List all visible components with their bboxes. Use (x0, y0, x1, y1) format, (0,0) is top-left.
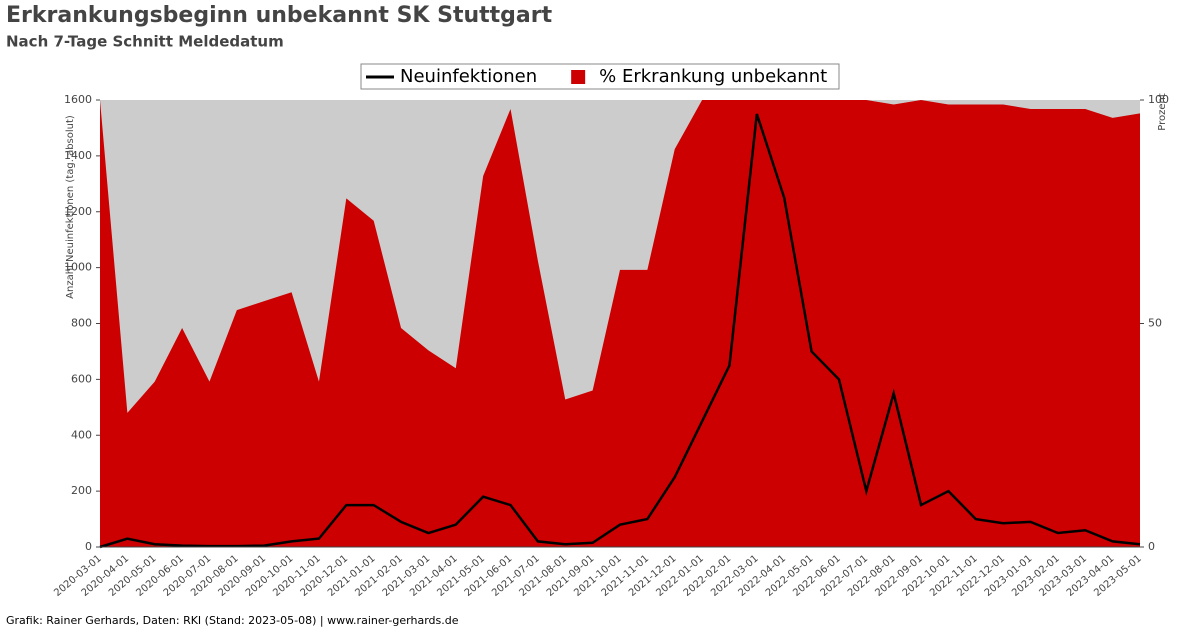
legend-label: Neuinfektionen (400, 66, 537, 87)
legend-label: % Erkrankung unbekannt (599, 66, 827, 87)
y2-tick-label: 0 (1148, 540, 1155, 553)
footer: Grafik: Rainer Gerhards, Daten: RKI (Sta… (6, 614, 459, 627)
line (99, 113, 1141, 549)
legend (360, 63, 840, 90)
y-tick-label: 600 (71, 372, 92, 385)
y2-axis-title: Prozent (1157, 93, 1168, 131)
legend-swatch (571, 70, 586, 84)
y-tick-label: 1400 (64, 149, 92, 162)
y-tick-label: 1200 (64, 205, 92, 218)
y-tick-label: 200 (71, 484, 92, 497)
y-tick-label: 1600 (64, 93, 92, 106)
chart-title: Erkrankungsbeginn unbekannt SK Stuttgart (6, 3, 553, 28)
area (100, 100, 1140, 547)
y-tick-label: 400 (71, 428, 92, 441)
y-tick-label: 0 (85, 540, 92, 553)
y2-tick-label: 100 (1148, 93, 1169, 106)
y-tick-label: 1000 (64, 261, 92, 274)
y-axis-title: Anzahl Neuinfektionen (tag. absolut) (65, 115, 76, 299)
y2-tick-label: 50 (1148, 317, 1162, 330)
chart-subtitle: Nach 7-Tage Schnitt Meldedatum (6, 33, 284, 51)
y-tick-label: 800 (71, 317, 92, 330)
